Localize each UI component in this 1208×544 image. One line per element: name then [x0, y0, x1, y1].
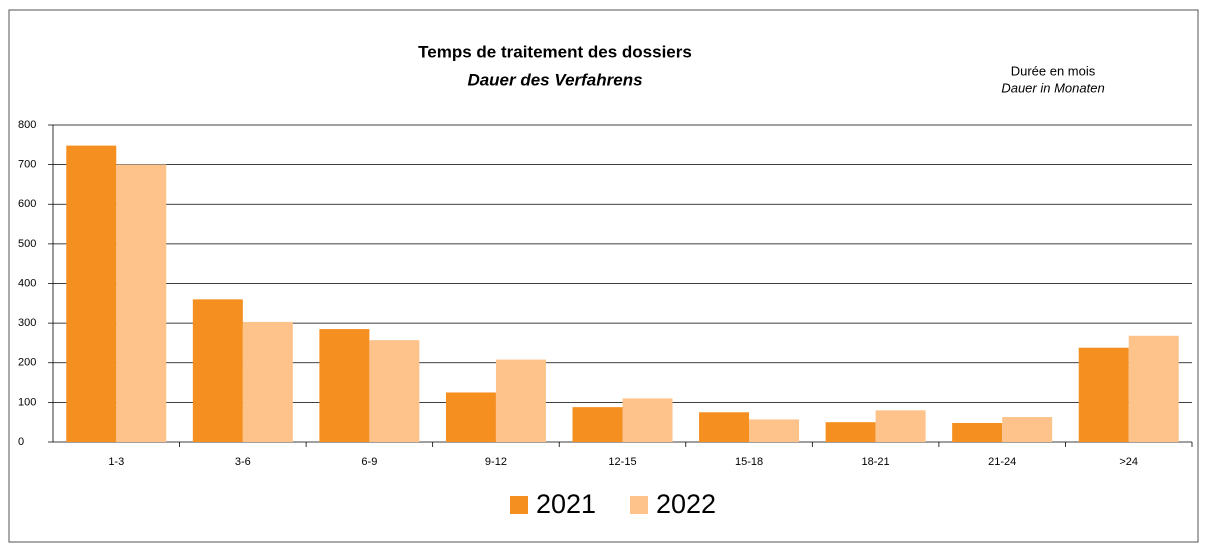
y-tick-label: 600 [18, 198, 36, 210]
x-tick-label: 6-9 [361, 456, 377, 468]
y-tick-label: 700 [18, 159, 36, 171]
bar [319, 329, 370, 442]
bar [749, 419, 800, 442]
legend-swatch [510, 496, 528, 514]
x-tick-label: 15-18 [735, 456, 763, 468]
bar [952, 422, 1003, 442]
chart-subtitle: Dauer des Verfahrens [467, 70, 642, 89]
bar [875, 410, 926, 442]
legend-label: 2021 [536, 489, 596, 519]
x-tick-label: 12-15 [608, 456, 636, 468]
y-tick-label: 300 [18, 317, 36, 329]
x-tick-label: 1-3 [108, 456, 124, 468]
annotation: Durée en mois [1011, 63, 1096, 78]
bar [825, 422, 876, 442]
y-tick-label: 200 [18, 357, 36, 369]
bar [116, 164, 167, 442]
x-tick-label: 9-12 [485, 456, 507, 468]
y-tick-label: 800 [18, 119, 36, 131]
x-tick-label: 21-24 [988, 456, 1016, 468]
y-tick-label: 400 [18, 277, 36, 289]
bar [66, 145, 117, 443]
x-tick-label: 18-21 [862, 456, 890, 468]
bar [192, 299, 243, 442]
x-tick-label: >24 [1119, 456, 1138, 468]
bar [1078, 347, 1129, 442]
bar [622, 398, 673, 442]
bar [369, 340, 420, 442]
legend-label: 2022 [656, 489, 716, 519]
y-tick-label: 0 [18, 436, 24, 448]
x-tick-label: 3-6 [235, 456, 251, 468]
bar [572, 407, 623, 442]
legend-swatch [630, 496, 648, 514]
y-tick-label: 100 [18, 396, 36, 408]
chart-frame [8, 9, 1199, 543]
bar [242, 321, 293, 442]
y-tick-label: 500 [18, 238, 36, 250]
annotation: Dauer in Monaten [1001, 80, 1104, 95]
bar [1002, 417, 1053, 442]
chart-title: Temps de traitement des dossiers [418, 42, 692, 61]
bar [495, 359, 546, 442]
bar [699, 412, 750, 442]
bar [445, 392, 496, 442]
bar [1128, 335, 1179, 442]
